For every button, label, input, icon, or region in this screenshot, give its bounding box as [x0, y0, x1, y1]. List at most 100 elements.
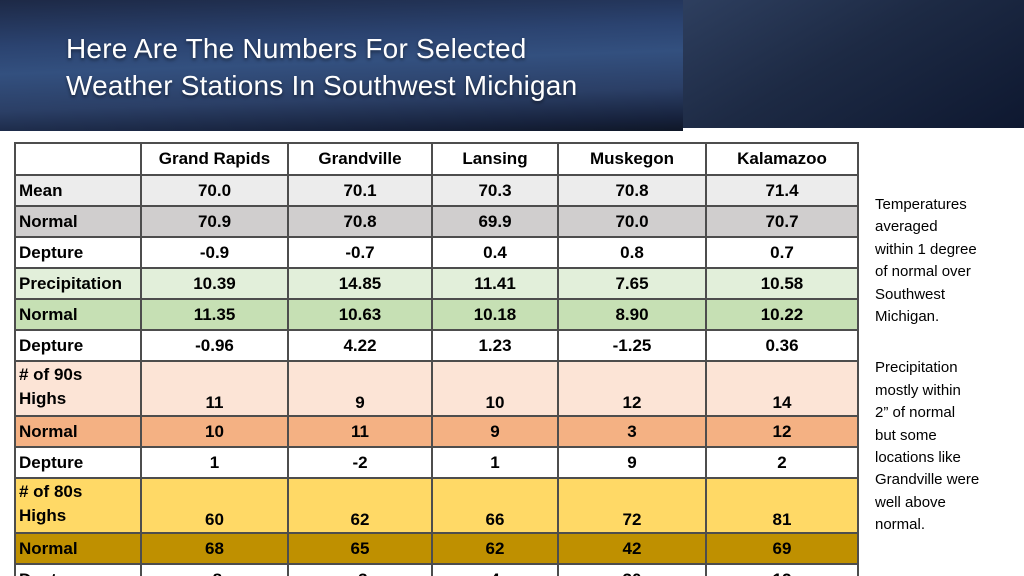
row-label: Normal: [14, 532, 142, 565]
cell-value: 11: [140, 360, 289, 417]
slide-title-line1: Here Are The Numbers For Selected: [66, 33, 527, 64]
cell-value: 0.7: [705, 236, 859, 269]
cell-value: 10.39: [140, 267, 289, 300]
table-row: Depture 1 -2 1 9 2: [14, 446, 859, 479]
cell-value: -0.7: [287, 236, 433, 269]
table-row: Normal 11.35 10.63 10.18 8.90 10.22: [14, 298, 859, 331]
row-label: Precipitation: [14, 267, 142, 300]
cell-value: 10.63: [287, 298, 433, 331]
cell-value: 70.7: [705, 205, 859, 238]
cell-value: 1: [431, 446, 559, 479]
table-row: Normal 70.9 70.8 69.9 70.0 70.7: [14, 205, 859, 238]
cell-value: 65: [287, 532, 433, 565]
cell-value: 11.41: [431, 267, 559, 300]
cell-value: 12: [705, 563, 859, 576]
cell-value: 30: [557, 563, 707, 576]
row-label: Normal: [14, 415, 142, 448]
cell-value: 70.1: [287, 174, 433, 207]
cell-value: 1.23: [431, 329, 559, 362]
row-label: Normal: [14, 205, 142, 238]
cell-value: 42: [557, 532, 707, 565]
table-row: Depture -8 -3 4 30 12: [14, 563, 859, 576]
cell-value: 70.3: [431, 174, 559, 207]
cell-value: 60: [140, 477, 289, 534]
note-precipitation: Precipitation mostly within 2” of normal…: [875, 359, 980, 534]
cell-value: 1: [140, 446, 289, 479]
row-label: Mean: [14, 174, 142, 207]
cell-value: 14: [705, 360, 859, 417]
cell-value: 10: [431, 360, 559, 417]
table-row: Depture -0.96 4.22 1.23 -1.25 0.36: [14, 329, 859, 362]
cell-value: 9: [557, 446, 707, 479]
title-banner: Here Are The Numbers For Selected Weathe…: [0, 0, 683, 131]
row-label: Depture: [14, 563, 142, 576]
cell-value: -8: [140, 563, 289, 576]
cell-value: 0.4: [431, 236, 559, 269]
cell-value: 69: [705, 532, 859, 565]
cell-value: -2: [287, 446, 433, 479]
column-header-muskegon: Muskegon: [557, 142, 707, 176]
cell-value: 62: [431, 532, 559, 565]
cell-value: -1.25: [557, 329, 707, 362]
column-header-grandville: Grandville: [287, 142, 433, 176]
cell-value: 8.90: [557, 298, 707, 331]
cell-value: 14.85: [287, 267, 433, 300]
cell-value: 12: [705, 415, 859, 448]
cell-value: -3: [287, 563, 433, 576]
cell-value: 70.9: [140, 205, 289, 238]
table-row: Precipitation 10.39 14.85 11.41 7.65 10.…: [14, 267, 859, 300]
row-label: Depture: [14, 446, 142, 479]
cell-value: 0.8: [557, 236, 707, 269]
column-header-blank: [14, 142, 142, 176]
cell-value: 69.9: [431, 205, 559, 238]
cell-value: 70.0: [557, 205, 707, 238]
column-header-grand-rapids: Grand Rapids: [140, 142, 289, 176]
cell-value: 10.18: [431, 298, 559, 331]
cell-value: 9: [431, 415, 559, 448]
cell-value: 10: [140, 415, 289, 448]
cell-value: 3: [557, 415, 707, 448]
banner-right-panel: [683, 0, 1024, 128]
cell-value: 11.35: [140, 298, 289, 331]
cell-value: 70.0: [140, 174, 289, 207]
column-header-lansing: Lansing: [431, 142, 559, 176]
cell-value: 68: [140, 532, 289, 565]
cell-value: -0.96: [140, 329, 289, 362]
table-row: Normal 10 11 9 3 12: [14, 415, 859, 448]
side-notes: Temperatures averaged within 1 degree of…: [875, 194, 1020, 566]
cell-value: 66: [431, 477, 559, 534]
table-header-row: Grand Rapids Grandville Lansing Muskegon…: [14, 142, 859, 176]
row-label: # of 90s Highs: [14, 360, 142, 417]
cell-value: -0.9: [140, 236, 289, 269]
row-label: Normal: [14, 298, 142, 331]
cell-value: 62: [287, 477, 433, 534]
cell-value: 72: [557, 477, 707, 534]
cell-value: 10.58: [705, 267, 859, 300]
cell-value: 0.36: [705, 329, 859, 362]
cell-value: 12: [557, 360, 707, 417]
row-label: Depture: [14, 236, 142, 269]
table-row: Mean 70.0 70.1 70.3 70.8 71.4: [14, 174, 859, 207]
column-header-kalamazoo: Kalamazoo: [705, 142, 859, 176]
cell-value: 10.22: [705, 298, 859, 331]
row-label: # of 80s Highs: [14, 477, 142, 534]
cell-value: 71.4: [705, 174, 859, 207]
row-label: Depture: [14, 329, 142, 362]
table-row: # of 80s Highs 60 62 66 72 81: [14, 477, 859, 534]
slide-title: Here Are The Numbers For Selected Weathe…: [66, 30, 577, 104]
cell-value: 11: [287, 415, 433, 448]
note-temperatures: Temperatures averaged within 1 degree of…: [875, 196, 977, 326]
cell-value: 70.8: [287, 205, 433, 238]
cell-value: 4.22: [287, 329, 433, 362]
cell-value: 70.8: [557, 174, 707, 207]
table-row: # of 90s Highs 11 9 10 12 14: [14, 360, 859, 417]
cell-value: 7.65: [557, 267, 707, 300]
table-row: Depture -0.9 -0.7 0.4 0.8 0.7: [14, 236, 859, 269]
cell-value: 4: [431, 563, 559, 576]
cell-value: 81: [705, 477, 859, 534]
table-row: Normal 68 65 62 42 69: [14, 532, 859, 565]
cell-value: 9: [287, 360, 433, 417]
cell-value: 2: [705, 446, 859, 479]
slide-title-line2: Weather Stations In Southwest Michigan: [66, 70, 578, 101]
